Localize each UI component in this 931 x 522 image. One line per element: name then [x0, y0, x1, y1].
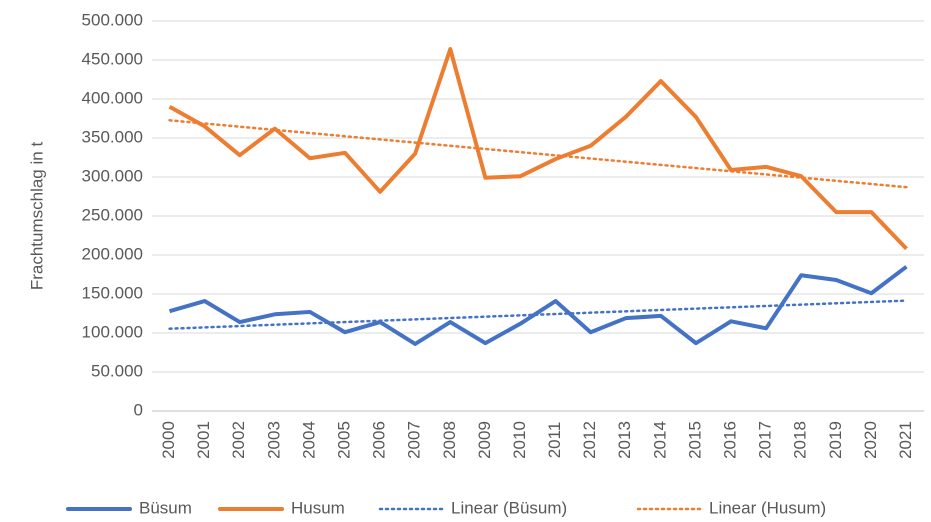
y-tick-label: 200.000 — [82, 244, 143, 263]
x-tick-label: 2016 — [720, 421, 739, 459]
x-tick-label: 2017 — [756, 421, 775, 459]
x-tick-label: 2002 — [229, 421, 248, 459]
y-tick-label: 0 — [134, 400, 143, 419]
x-tick-label: 2009 — [475, 421, 494, 459]
x-tick-label: 2008 — [440, 421, 459, 459]
x-tick-label: 2005 — [334, 421, 353, 459]
x-tick-label: 2011 — [545, 422, 564, 459]
x-tick-label: 2003 — [264, 421, 283, 459]
legend-label: Husum — [291, 498, 345, 517]
y-tick-label: 150.000 — [82, 283, 143, 302]
x-tick-label: 2015 — [685, 421, 704, 459]
x-tick-label: 2014 — [650, 421, 669, 459]
y-tick-label: 300.000 — [82, 166, 143, 185]
x-tick-label: 2001 — [194, 421, 213, 459]
x-tick-label: 2010 — [510, 421, 529, 459]
y-axis-label: Frachtumschlag in t — [27, 142, 46, 291]
x-tick-label: 2007 — [405, 421, 424, 459]
x-tick-label: 2012 — [580, 421, 599, 459]
y-tick-label: 50.000 — [91, 361, 143, 380]
series-line — [168, 265, 908, 346]
y-tick-label: 100.000 — [82, 322, 143, 341]
y-tick-label: 450.000 — [82, 49, 143, 68]
x-tick-label: 2006 — [370, 421, 389, 459]
x-tick-label: 2013 — [615, 421, 634, 459]
legend-label: Linear (Husum) — [709, 498, 826, 517]
y-tick-label: 500.000 — [82, 10, 143, 29]
y-tick-label: 400.000 — [82, 88, 143, 107]
x-tick-label: 2000 — [159, 421, 178, 459]
x-tick-label: 2019 — [826, 421, 845, 459]
x-tick-label: 2004 — [299, 421, 318, 459]
legend-label: Linear (Büsum) — [451, 498, 567, 517]
y-tick-label: 250.000 — [82, 205, 143, 224]
legend-label: Büsum — [139, 498, 192, 517]
trend-line — [168, 299, 908, 330]
y-tick-label: 350.000 — [82, 127, 143, 146]
series-line — [168, 47, 908, 251]
x-tick-label: 2021 — [896, 421, 915, 459]
x-tick-label: 2020 — [861, 421, 880, 459]
x-tick-label: 2018 — [791, 421, 810, 459]
